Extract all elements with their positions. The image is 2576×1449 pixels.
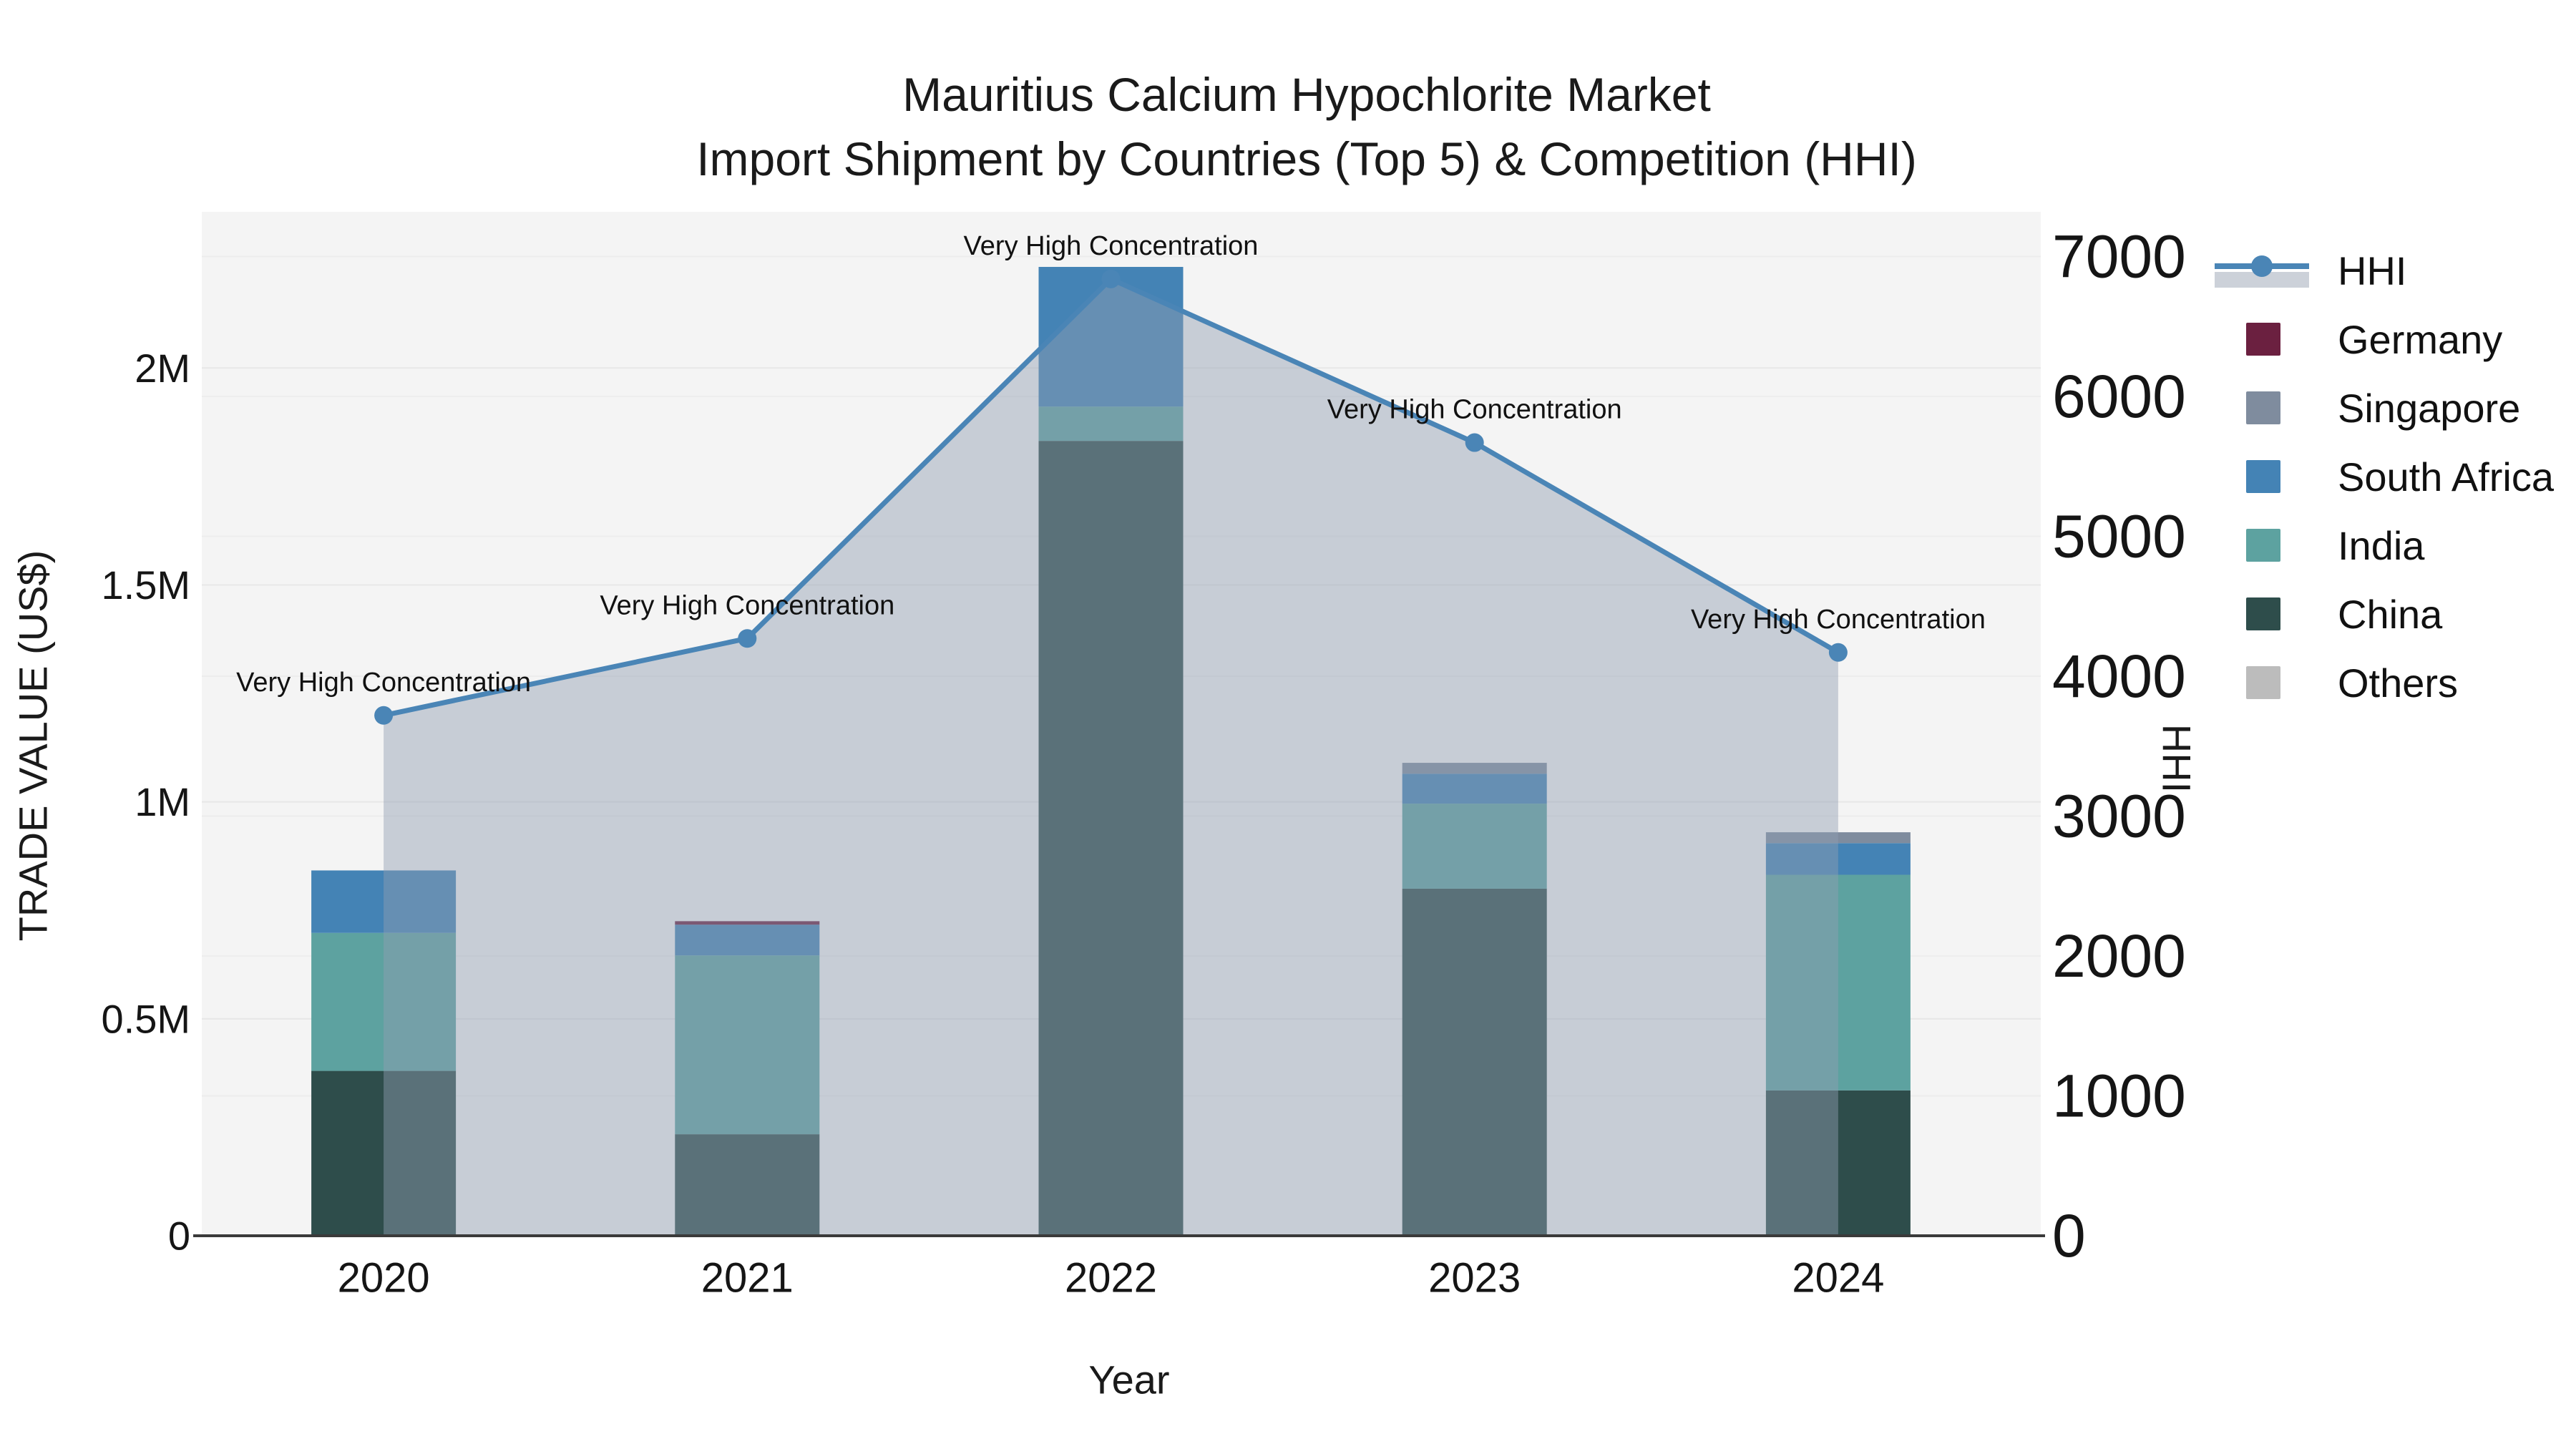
y-left-tick-1.5M: 1.5M [102, 562, 191, 608]
bar-segment-south-africa-2022 [1038, 267, 1184, 407]
legend-label: HHI [2338, 248, 2407, 293]
legend-color-swatch [2215, 597, 2309, 631]
legend-item-china: China [2215, 580, 2554, 648]
y-left-tick-0: 0 [168, 1214, 190, 1259]
legend-item-singapore: Singapore [2215, 374, 2554, 442]
x-tick-2022: 2022 [1065, 1255, 1157, 1302]
legend-line-swatch [2215, 253, 2309, 288]
y-left-tick-2M: 2M [135, 346, 190, 391]
y-right-tick-0: 0 [2052, 1202, 2086, 1269]
bar-segment-india-2021 [675, 955, 820, 1135]
legend-label: Others [2338, 660, 2459, 706]
hhi-annotation-2022: Very High Concentration [964, 231, 1259, 261]
bar-segment-germany-2021 [675, 921, 820, 925]
y-right-tick-6000: 6000 [2052, 363, 2186, 430]
bar-segment-south-africa-2020 [311, 870, 457, 933]
legend-label: South Africa [2338, 454, 2554, 499]
hhi-annotation-2024: Very High Concentration [1691, 605, 1986, 635]
legend-label: Germany [2338, 316, 2503, 362]
legend-item-others: Others [2215, 648, 2554, 717]
bar-segment-india-2024 [1765, 874, 1911, 1091]
y-right-tick-7000: 7000 [2052, 223, 2186, 291]
chart-title-line2: Import Shipment by Countries (Top 5) & C… [696, 132, 1917, 185]
hhi-point-2021 [738, 629, 757, 648]
legend-item-india: India [2215, 511, 2554, 580]
y-right-tick-4000: 4000 [2052, 643, 2186, 710]
x-axis-title: Year [1088, 1357, 1170, 1402]
hhi-annotation-2023: Very High Concentration [1327, 395, 1622, 425]
y-right-tick-3000: 3000 [2052, 783, 2186, 850]
bar-segment-china-2020 [311, 1070, 457, 1236]
y-right-tick-2000: 2000 [2052, 922, 2186, 990]
bar-segment-india-2022 [1038, 406, 1184, 441]
legend-label: Singapore [2338, 385, 2521, 431]
bar-segment-south-africa-2021 [675, 924, 820, 956]
bar-segment-china-2023 [1402, 888, 1547, 1236]
legend-item-hhi: HHI [2215, 236, 2554, 305]
x-tick-2024: 2024 [1792, 1255, 1884, 1302]
bar-segment-china-2021 [675, 1134, 820, 1236]
bar-segment-south-africa-2024 [1765, 843, 1911, 875]
bar-segment-singapore-2023 [1402, 763, 1547, 774]
x-tick-2023: 2023 [1428, 1255, 1521, 1302]
legend-label: China [2338, 591, 2443, 637]
legend-color-swatch [2215, 528, 2309, 562]
hhi-point-2020 [374, 706, 394, 725]
hhi-point-2022 [1101, 269, 1121, 288]
y-right-tick-5000: 5000 [2052, 503, 2186, 570]
hhi-area-fill [384, 278, 1838, 1236]
bar-segment-china-2022 [1038, 441, 1184, 1236]
legend-color-swatch [2215, 322, 2309, 356]
y-left-tick-0.5M: 0.5M [102, 996, 191, 1041]
hhi-annotation-2021: Very High Concentration [600, 590, 894, 620]
y-left-tick-1M: 1M [135, 779, 190, 824]
chart-title-line1: Mauritius Calcium Hypochlorite Market [902, 68, 1711, 121]
bar-segment-singapore-2024 [1765, 832, 1911, 844]
legend-color-swatch [2215, 665, 2309, 700]
legend-color-swatch [2215, 391, 2309, 425]
x-tick-2021: 2021 [701, 1255, 794, 1302]
legend-item-south-africa: South Africa [2215, 442, 2554, 511]
bar-segment-india-2020 [311, 932, 457, 1071]
y-right-tick-1000: 1000 [2052, 1063, 2186, 1130]
bar-segment-south-africa-2023 [1402, 774, 1547, 804]
x-tick-2020: 2020 [338, 1255, 430, 1302]
bar-segment-india-2023 [1402, 804, 1547, 889]
hhi-point-2024 [1828, 643, 1848, 662]
hhi-annotation-2020: Very High Concentration [236, 668, 531, 698]
bar-segment-china-2024 [1765, 1090, 1911, 1236]
legend-item-germany: Germany [2215, 305, 2554, 374]
legend-label: India [2338, 522, 2425, 568]
legend-color-swatch [2215, 459, 2309, 494]
legend: HHI Germany Singapore South Africa India Chin… [2215, 236, 2554, 717]
hhi-point-2023 [1465, 433, 1484, 452]
